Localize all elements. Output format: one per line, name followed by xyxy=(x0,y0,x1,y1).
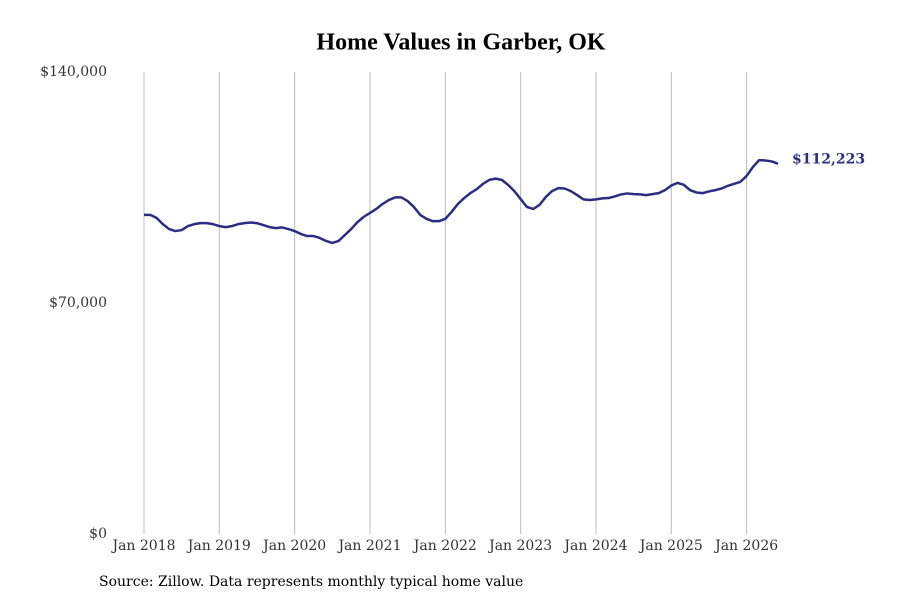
x-tick-label: Jan 2018 xyxy=(110,538,175,554)
x-tick-label: Jan 2024 xyxy=(562,538,627,554)
data-line xyxy=(144,158,779,245)
x-tick-label: Jan 2026 xyxy=(713,538,778,554)
x-tick-label: Jan 2021 xyxy=(336,538,401,554)
chart-title: Home Values in Garber, OK xyxy=(316,30,605,56)
x-tick-label: Jan 2019 xyxy=(186,538,251,554)
x-tick-label: Jan 2020 xyxy=(261,538,326,554)
value-label: $112,223 xyxy=(792,152,865,168)
y-tick-label: $70,000 xyxy=(49,295,107,311)
x-tick-label: Jan 2025 xyxy=(638,538,703,554)
x-tick-label: Jan 2022 xyxy=(412,538,477,554)
x-tick-label: Jan 2023 xyxy=(487,538,552,554)
source-note: Source: Zillow. Data represents monthly … xyxy=(99,574,523,590)
y-tick-label: $140,000 xyxy=(40,64,107,80)
y-tick-label: $0 xyxy=(89,526,107,542)
